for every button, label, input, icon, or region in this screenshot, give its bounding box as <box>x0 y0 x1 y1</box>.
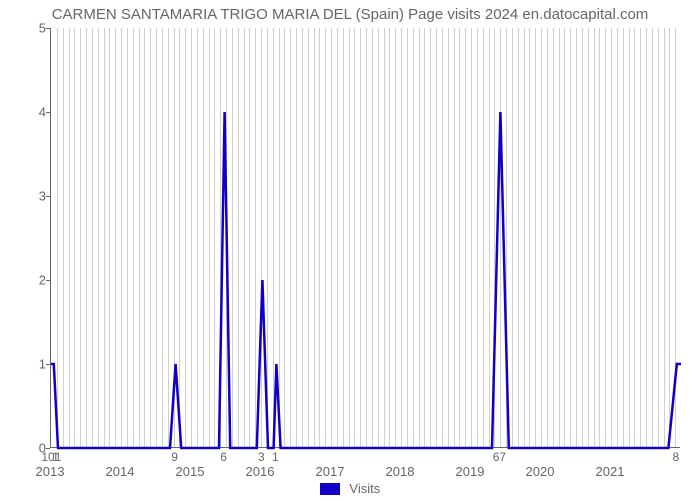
x-tick-label: 2017 <box>316 464 345 479</box>
spike-count-label: 1 <box>52 450 59 464</box>
x-tick-label: 2021 <box>596 464 625 479</box>
x-tick-label: 2013 <box>36 464 65 479</box>
spike-count-label: 8 <box>672 450 679 464</box>
x-tick-label: 2016 <box>246 464 275 479</box>
legend-label: Visits <box>349 481 380 496</box>
x-tick-label: 2018 <box>386 464 415 479</box>
spike-count-label: 6 <box>220 450 227 464</box>
chart-title: CARMEN SANTAMARIA TRIGO MARIA DEL (Spain… <box>0 6 700 23</box>
x-tick-label: 2014 <box>106 464 135 479</box>
y-tick-mark <box>46 448 50 449</box>
legend: Visits <box>0 480 700 496</box>
legend-swatch <box>320 483 340 495</box>
plot-area <box>50 28 680 448</box>
y-tick-label: 4 <box>30 105 46 120</box>
visits-chart: CARMEN SANTAMARIA TRIGO MARIA DEL (Spain… <box>0 0 700 500</box>
x-tick-label: 2015 <box>176 464 205 479</box>
line-series <box>51 28 681 448</box>
spike-count-label: 9 <box>171 450 178 464</box>
spike-count-label: 3 <box>258 450 265 464</box>
spike-count-label: 1 <box>272 450 279 464</box>
spike-count-label: 67 <box>493 450 506 464</box>
x-tick-label: 2020 <box>526 464 555 479</box>
y-tick-label: 2 <box>30 273 46 288</box>
x-tick-label: 2019 <box>456 464 485 479</box>
y-tick-label: 3 <box>30 189 46 204</box>
y-tick-label: 1 <box>30 357 46 372</box>
y-tick-label: 5 <box>30 21 46 36</box>
